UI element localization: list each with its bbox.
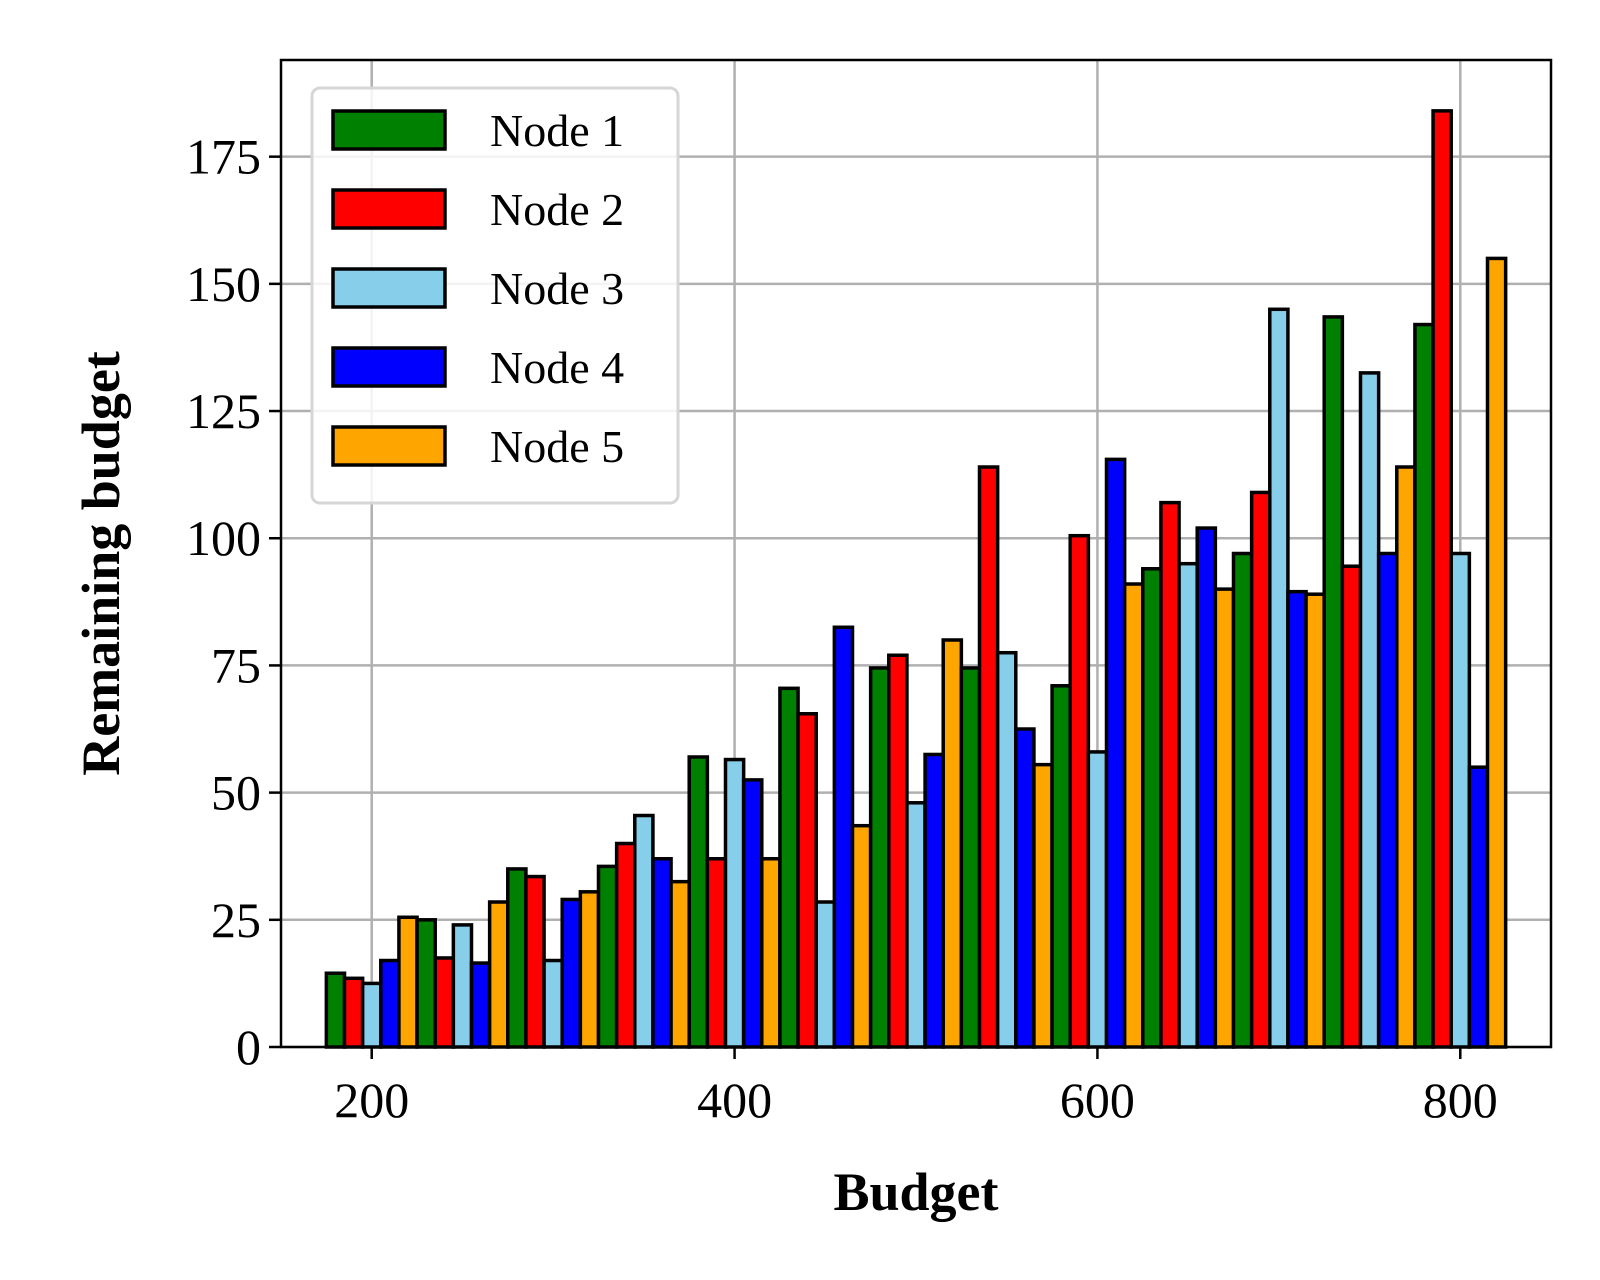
bar-node-3-600: [1086, 750, 1109, 1049]
bar-node-4-800: [1467, 765, 1490, 1049]
bar-node-1-600: [1050, 684, 1072, 1049]
bar-node-2-450: [796, 712, 818, 1049]
x-tick-label: 600: [1060, 1072, 1135, 1128]
bar-node-2-650: [1159, 500, 1181, 1049]
legend: Node 1 Node 2 Node 3 Node 4 Node 5: [310, 86, 680, 505]
legend-label: Node 4: [490, 342, 624, 393]
bar-node-5-400: [760, 857, 782, 1049]
bar-node-1-350: [596, 864, 619, 1049]
bar-node-4-300: [560, 897, 583, 1049]
bar-node-3-250: [451, 923, 474, 1049]
bar-node-1-500: [868, 666, 891, 1049]
bar-node-3-450: [814, 900, 837, 1049]
y-axis-title: Remaining budget: [71, 351, 131, 776]
bar-node-3-800: [1449, 551, 1472, 1049]
bar-node-1-400: [687, 755, 710, 1049]
bar-node-4-350: [651, 857, 673, 1049]
bar-node-2-250: [433, 956, 456, 1049]
bar-node-2-200: [342, 976, 365, 1049]
bar-node-5-700: [1304, 592, 1326, 1049]
y-tick-label: 175: [186, 129, 261, 185]
bar-node-1-700: [1231, 551, 1254, 1049]
y-tick-label: 0: [236, 1019, 261, 1075]
y-tick-label: 150: [186, 256, 261, 312]
bar-node-5-550: [1032, 762, 1054, 1049]
bar-node-3-200: [360, 981, 383, 1049]
axis-ticks: 200 400 600 800 0 25 50 75 100 125 150 175: [186, 129, 1498, 1128]
bar-node-5-350: [669, 879, 691, 1049]
bar-node-2-500: [887, 653, 909, 1049]
bar-node-3-650: [1177, 561, 1199, 1049]
bar-node-1-550: [959, 666, 982, 1049]
bar-node-3-500: [905, 801, 927, 1049]
plot-frame: [279, 58, 1553, 1049]
bar-node-5-750: [1395, 465, 1417, 1049]
legend-label: Node 5: [490, 421, 624, 472]
bar-node-1-250: [415, 918, 437, 1049]
bar-node-2-600: [1068, 533, 1091, 1049]
legend-label: Node 2: [490, 184, 624, 235]
bar-node-1-750: [1322, 315, 1345, 1049]
bar-node-4-500: [923, 752, 945, 1049]
x-tick-label: 400: [697, 1072, 772, 1128]
bar-node-2-400: [705, 857, 728, 1049]
bar-node-1-200: [324, 971, 347, 1049]
bar-node-4-550: [1014, 727, 1036, 1049]
bar-node-5-250: [487, 900, 510, 1049]
bar-node-4-400: [741, 778, 764, 1049]
legend-swatch: [331, 188, 447, 230]
bar-node-4-200: [379, 958, 401, 1049]
legend-swatch: [331, 346, 447, 388]
legend-swatch: [331, 109, 447, 151]
bar-node-3-700: [1268, 307, 1290, 1049]
bar-node-5-650: [1213, 587, 1236, 1049]
bar-node-5-300: [578, 890, 601, 1049]
y-tick-label: 25: [211, 892, 261, 948]
x-tick-label: 200: [334, 1072, 409, 1128]
bar-node-2-550: [977, 465, 1000, 1049]
bar-node-1-800: [1413, 322, 1435, 1049]
bar-node-4-450: [832, 625, 855, 1049]
bar-node-4-600: [1104, 457, 1127, 1049]
bar-node-5-600: [1122, 582, 1145, 1049]
bar-node-4-700: [1286, 589, 1308, 1049]
bar-node-3-300: [542, 958, 564, 1049]
bar-node-3-350: [633, 813, 655, 1049]
bar-node-1-300: [506, 867, 528, 1049]
legend-label: Node 3: [490, 263, 624, 314]
x-axis-title: Budget: [833, 1162, 998, 1222]
bar-node-2-350: [614, 841, 637, 1049]
y-tick-label: 100: [186, 510, 261, 566]
bar-node-5-800: [1485, 256, 1508, 1049]
bar-node-3-550: [995, 650, 1018, 1049]
y-tick-label: 125: [186, 383, 261, 439]
bar-node-3-400: [723, 757, 746, 1049]
legend-label: Node 1: [490, 105, 624, 156]
bar-node-4-650: [1195, 526, 1218, 1049]
y-tick-label: 50: [211, 765, 261, 821]
bar-node-1-650: [1141, 567, 1163, 1049]
legend-swatch: [331, 425, 447, 467]
bar-node-2-750: [1340, 564, 1363, 1049]
bar-node-5-200: [397, 915, 419, 1049]
legend-swatch: [331, 267, 447, 309]
bar-node-1-450: [778, 686, 800, 1049]
bar-node-5-450: [850, 823, 873, 1049]
bar-node-4-750: [1376, 551, 1399, 1049]
bar-node-2-300: [524, 874, 546, 1049]
bar-node-2-800: [1431, 109, 1453, 1049]
bar-node-2-700: [1249, 490, 1272, 1049]
bar-node-3-750: [1358, 371, 1381, 1049]
x-tick-label: 800: [1423, 1072, 1498, 1128]
bar-node-4-250: [469, 961, 492, 1049]
bar-node-5-500: [941, 638, 964, 1049]
y-tick-label: 75: [211, 637, 261, 693]
